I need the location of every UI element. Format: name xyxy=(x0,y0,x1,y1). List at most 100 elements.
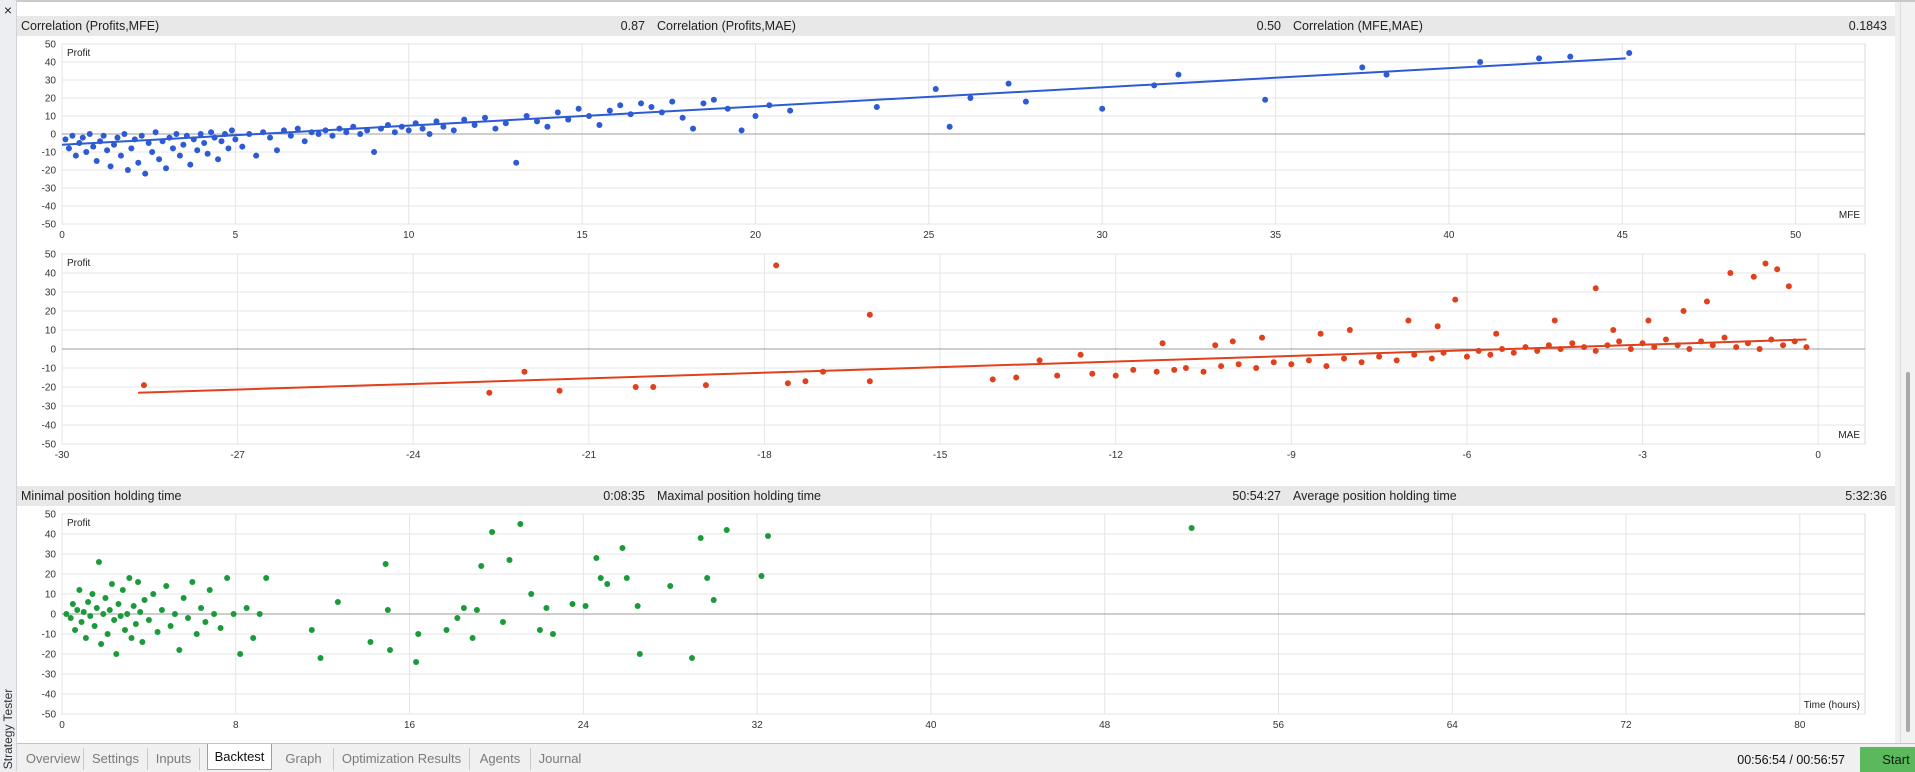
data-point xyxy=(150,591,156,597)
data-point xyxy=(415,631,421,637)
data-point xyxy=(1581,344,1587,350)
data-point xyxy=(260,129,266,135)
data-point xyxy=(650,384,656,390)
data-point xyxy=(1236,361,1242,367)
y-tick-label: -30 xyxy=(42,402,57,413)
data-point xyxy=(1546,342,1552,348)
x-axis-label: MAE xyxy=(1838,430,1860,441)
tester-tab-bar: Overview Settings Inputs Backtest Graph … xyxy=(17,743,1915,772)
data-point xyxy=(137,609,143,615)
data-point xyxy=(1651,344,1657,350)
data-point xyxy=(111,617,117,623)
tab-inputs[interactable]: Inputs xyxy=(148,748,200,770)
data-point xyxy=(711,97,717,103)
data-point xyxy=(114,135,120,141)
data-point xyxy=(76,587,82,593)
data-point xyxy=(153,129,159,135)
data-point xyxy=(569,601,575,607)
data-point xyxy=(1429,356,1435,362)
data-point xyxy=(146,617,152,623)
data-point xyxy=(160,138,166,144)
data-point xyxy=(1493,331,1499,337)
start-button[interactable]: Start xyxy=(1860,747,1915,772)
data-point xyxy=(97,138,103,144)
data-point xyxy=(586,113,592,119)
tab-optimization-results[interactable]: Optimization Results xyxy=(334,748,470,770)
data-point xyxy=(335,599,341,605)
tab-settings[interactable]: Settings xyxy=(84,748,148,770)
tab-graph[interactable]: Graph xyxy=(274,748,334,770)
data-point xyxy=(604,581,610,587)
data-point xyxy=(172,611,178,617)
data-point xyxy=(135,160,141,166)
y-tick-label: 10 xyxy=(45,326,57,337)
data-point xyxy=(246,131,252,137)
data-point xyxy=(62,136,68,142)
data-point xyxy=(785,380,791,386)
stat-label: Correlation (Profits,MFE) xyxy=(21,19,159,33)
data-point xyxy=(1792,338,1798,344)
stat-correlation-profits-mae: Correlation (Profits,MAE) 0.50 xyxy=(653,16,1289,36)
close-icon[interactable]: × xyxy=(0,2,16,18)
data-point xyxy=(689,655,695,661)
data-point xyxy=(101,133,107,139)
data-point xyxy=(576,106,582,112)
y-tick-label: -50 xyxy=(42,710,57,721)
data-point xyxy=(1686,346,1692,352)
scrollbar-thumb[interactable] xyxy=(1906,372,1910,732)
data-point xyxy=(1089,371,1095,377)
data-point xyxy=(633,384,639,390)
data-point xyxy=(802,378,808,384)
strategy-tester-side-label: Strategy Tester xyxy=(0,690,16,770)
data-point xyxy=(1675,342,1681,348)
data-point xyxy=(155,629,161,635)
data-point xyxy=(129,635,135,641)
data-point xyxy=(711,597,717,603)
data-point xyxy=(503,120,509,126)
data-point xyxy=(773,262,779,268)
data-point xyxy=(628,111,634,117)
x-axis-label: Time (hours) xyxy=(1804,700,1860,711)
data-point xyxy=(364,127,370,133)
tab-backtest[interactable]: Backtest xyxy=(207,744,272,770)
tab-agents[interactable]: Agents xyxy=(470,748,531,770)
y-tick-label: -50 xyxy=(42,440,57,451)
data-point xyxy=(1189,525,1195,531)
data-point xyxy=(500,619,506,625)
data-point xyxy=(367,639,373,645)
y-axis-label: Profit xyxy=(67,518,91,529)
stat-value: 0.50 xyxy=(1257,19,1281,33)
data-point xyxy=(100,611,106,617)
data-point xyxy=(68,615,74,621)
data-point xyxy=(1183,365,1189,371)
data-point xyxy=(506,557,512,563)
data-point xyxy=(637,651,643,657)
data-point xyxy=(947,124,953,130)
x-tick-label: 72 xyxy=(1620,720,1632,731)
data-point xyxy=(329,133,335,139)
data-point xyxy=(1558,346,1564,352)
y-axis-label: Profit xyxy=(67,258,91,269)
stat-label: Correlation (MFE,MAE) xyxy=(1293,19,1423,33)
tab-journal[interactable]: Journal xyxy=(531,748,589,770)
data-point xyxy=(323,127,329,133)
data-point xyxy=(1552,318,1558,324)
data-point xyxy=(399,124,405,130)
data-point xyxy=(537,627,543,633)
data-point xyxy=(1359,64,1365,70)
data-point xyxy=(1054,373,1060,379)
data-point xyxy=(141,382,147,388)
data-point xyxy=(758,573,764,579)
vertical-scrollbar[interactable] xyxy=(1900,2,1915,743)
x-tick-label: 15 xyxy=(577,230,589,241)
x-tick-label: 35 xyxy=(1270,230,1282,241)
stat-label: Maximal position holding time xyxy=(657,489,821,503)
data-point xyxy=(517,521,523,527)
data-point xyxy=(1175,72,1181,78)
data-point xyxy=(295,126,301,132)
data-point xyxy=(1499,346,1505,352)
tab-overview[interactable]: Overview xyxy=(23,748,84,770)
data-point xyxy=(648,104,654,110)
data-point xyxy=(66,145,72,151)
data-point xyxy=(1160,340,1166,346)
